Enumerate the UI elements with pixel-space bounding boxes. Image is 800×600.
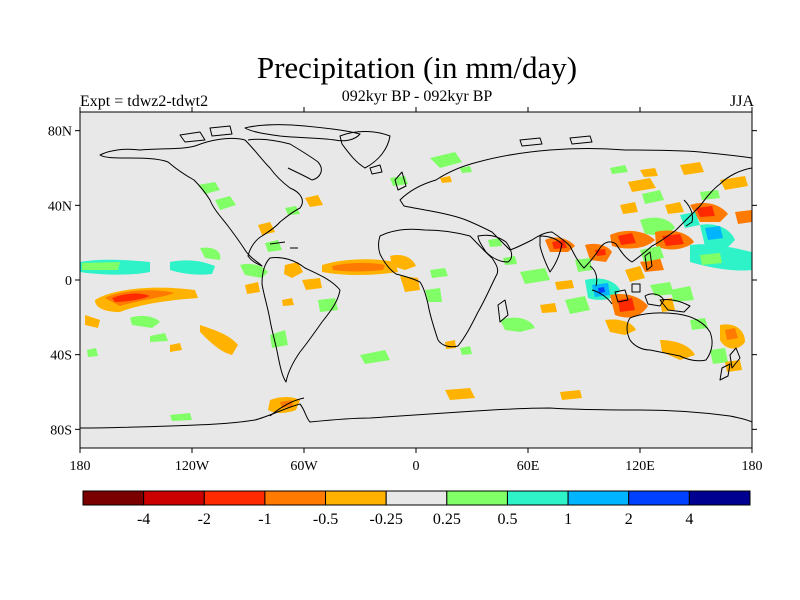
colorbar-box <box>82 490 145 506</box>
colorbar-label: -1 <box>258 511 271 528</box>
colorbar-label: 2 <box>625 511 633 528</box>
y-tick-label: 0 <box>65 274 72 289</box>
y-tick-label: 40N <box>48 199 72 214</box>
x-tick-label: 120E <box>625 459 655 474</box>
colorbar-label: 1 <box>564 511 572 528</box>
axis-ticks: 180 120W 60W 0 60E 120E 180 80N 40N 0 40S 80S <box>48 107 763 474</box>
colorbar-box <box>628 490 690 506</box>
x-tick-label: 120W <box>175 459 210 474</box>
colorbar-box <box>688 490 751 506</box>
season-label: JJA <box>729 93 754 110</box>
colorbar-box <box>264 490 327 506</box>
colorbar-label: -4 <box>137 511 150 528</box>
colorbar-label: -2 <box>198 511 211 528</box>
x-tick-label: 180 <box>70 459 91 474</box>
colorbar-label: 4 <box>685 511 693 528</box>
experiment-label: Expt = tdwz2-tdwt2 <box>80 93 209 110</box>
x-tick-label: 0 <box>413 459 420 474</box>
y-tick-label: 40S <box>50 349 72 364</box>
colorbar-box <box>203 490 266 506</box>
colorbar-box <box>506 490 569 506</box>
colorbar-box <box>385 490 448 506</box>
colorbar-box <box>567 490 630 506</box>
y-tick-label: 80S <box>50 423 72 438</box>
colorbar-box <box>143 490 205 506</box>
colorbar-label: -0.5 <box>313 511 338 528</box>
colorbar: -4 -2 -1 -0.5 -0.25 0.25 0.5 1 2 4 <box>82 490 751 528</box>
colorbar-box <box>446 490 508 506</box>
x-tick-label: 60W <box>290 459 318 474</box>
x-tick-label: 180 <box>742 459 763 474</box>
y-tick-label: 80N <box>48 125 72 140</box>
x-tick-label: 60E <box>517 459 540 474</box>
chart-title: Precipitation (in mm/day) <box>256 50 578 85</box>
colorbar-label: -0.25 <box>370 511 403 528</box>
colorbar-label: 0.5 <box>497 511 517 528</box>
chart-subtitle: 092kyr BP - 092kyr BP <box>341 88 493 105</box>
coastlines <box>80 124 752 429</box>
colorbar-box <box>325 490 387 506</box>
colorbar-label: 0.25 <box>433 511 461 528</box>
